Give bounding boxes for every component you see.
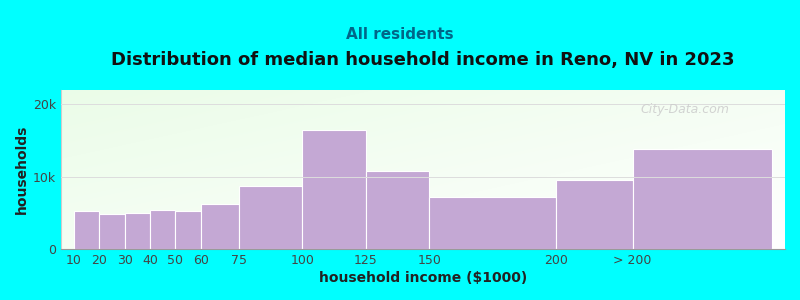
- Text: All residents: All residents: [346, 27, 454, 42]
- Bar: [366, 171, 430, 249]
- Y-axis label: households: households: [15, 125, 29, 214]
- Bar: [150, 210, 175, 249]
- Bar: [175, 211, 201, 249]
- X-axis label: household income ($1000): household income ($1000): [319, 271, 527, 285]
- Bar: [633, 149, 772, 249]
- Bar: [74, 212, 99, 249]
- Bar: [201, 204, 239, 249]
- Text: City-Data.com: City-Data.com: [640, 103, 729, 116]
- Bar: [125, 213, 150, 249]
- Bar: [430, 197, 557, 249]
- Bar: [99, 214, 125, 249]
- Bar: [302, 130, 366, 249]
- Bar: [557, 180, 633, 249]
- Title: Distribution of median household income in Reno, NV in 2023: Distribution of median household income …: [111, 51, 735, 69]
- Bar: [239, 186, 302, 249]
